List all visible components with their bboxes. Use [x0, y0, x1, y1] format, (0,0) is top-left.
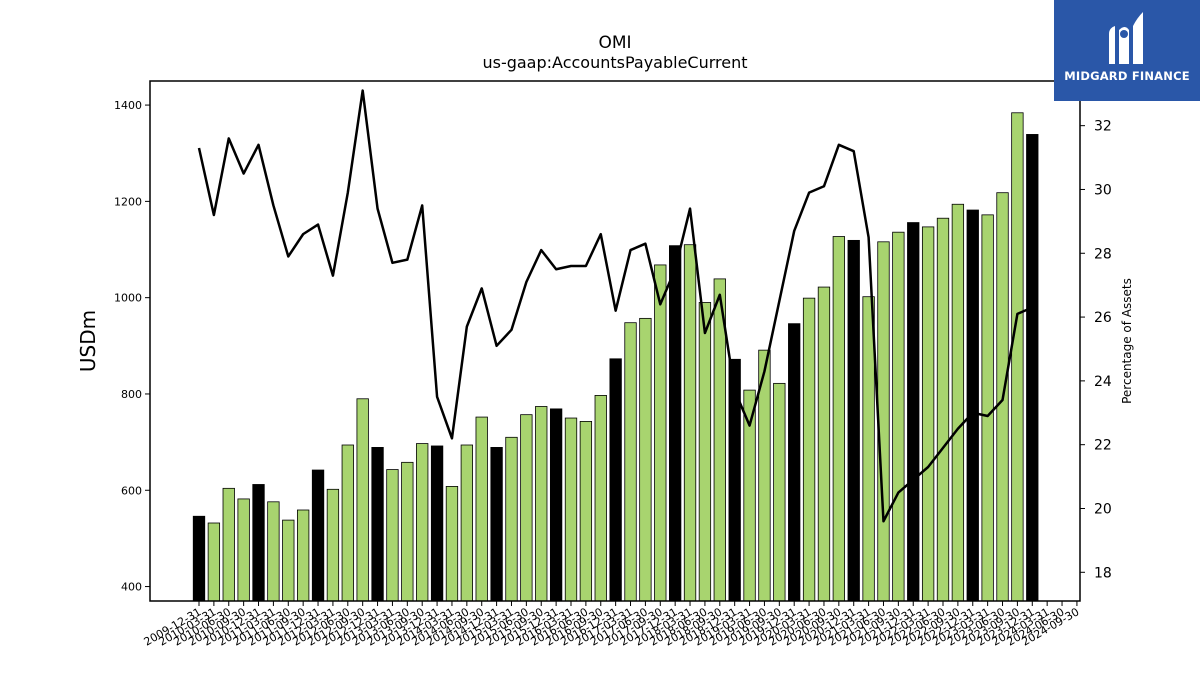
y2-tick-label: 22 [1094, 438, 1112, 454]
bar [192, 515, 206, 602]
bar [951, 203, 965, 602]
bar [788, 323, 801, 602]
y2-tick-label: 28 [1094, 246, 1112, 262]
bar [579, 421, 593, 602]
y2-tick-label: 32 [1094, 119, 1112, 135]
bar [817, 286, 831, 602]
y2-axis-label: Percentage of Assets [1120, 278, 1134, 404]
bar [430, 445, 444, 602]
y2-tick-label: 26 [1094, 310, 1112, 326]
bar [564, 417, 578, 602]
bar [490, 447, 503, 602]
bar [609, 358, 622, 602]
bar [222, 487, 235, 602]
y2-tick-label: 30 [1094, 182, 1112, 198]
bar [505, 436, 518, 602]
chart-subtitle: us-gaap:AccountsPayableCurrent [482, 53, 747, 72]
bar [207, 522, 221, 602]
bar [862, 296, 875, 602]
bar [371, 447, 384, 602]
bar [624, 322, 637, 602]
bar [1026, 134, 1039, 602]
bar [654, 264, 667, 602]
x-axis: 2009-12-312010-03-312010-06-302010-09-30… [142, 601, 1081, 649]
logo-icon [1109, 12, 1143, 64]
logo-text: MIDGARD FINANCE [1064, 69, 1190, 83]
y2-tick-label: 20 [1094, 501, 1112, 517]
line-group [197, 89, 1033, 523]
y-tick-label: 1400 [114, 99, 142, 112]
bar [907, 222, 920, 602]
bar [936, 217, 950, 602]
bar [460, 444, 473, 602]
bar [1011, 112, 1024, 602]
y-tick-label: 800 [121, 388, 142, 401]
bar [401, 461, 414, 602]
brand-logo: MIDGARD FINANCE [1054, 0, 1200, 101]
bar [892, 231, 905, 602]
y-tick-label: 1000 [114, 292, 142, 305]
y-tick-label: 1200 [114, 195, 142, 208]
plot-frame [149, 80, 1081, 602]
y2-tick-label: 18 [1094, 565, 1112, 581]
bar [267, 501, 280, 602]
bar [802, 297, 816, 602]
bar [773, 382, 786, 602]
bar [416, 443, 429, 602]
y-tick-label: 400 [121, 581, 142, 594]
y2-tick-label: 24 [1094, 374, 1112, 390]
bar [981, 214, 994, 602]
bar [520, 414, 533, 602]
percentage-line [197, 89, 1033, 523]
bar [921, 226, 935, 602]
bar [832, 236, 845, 602]
bar-group [192, 112, 1039, 602]
bar [728, 358, 741, 602]
bar [341, 444, 354, 602]
bar [356, 398, 369, 602]
bar [282, 519, 295, 602]
y-tick-label: 600 [121, 484, 142, 497]
bar [311, 469, 325, 602]
bar [549, 408, 563, 602]
bar [594, 395, 607, 602]
y-axis-label: USDm [76, 310, 100, 372]
bar [639, 317, 652, 602]
bar [535, 406, 548, 602]
bar [966, 209, 979, 602]
bar [669, 245, 682, 602]
bar [252, 484, 265, 602]
bar [475, 416, 488, 602]
bar [386, 469, 399, 602]
bar [297, 509, 310, 602]
bar [683, 244, 697, 602]
bar [445, 486, 459, 602]
bar [326, 488, 340, 602]
chart-title: OMI [598, 33, 631, 53]
y-axis-left: 400 600 800 1000 1200 1400 [114, 99, 150, 594]
y-axis-right: 18 20 22 24 26 28 30 32 [1080, 119, 1112, 581]
bar [847, 239, 860, 602]
bar [237, 498, 250, 602]
bar [698, 302, 712, 602]
